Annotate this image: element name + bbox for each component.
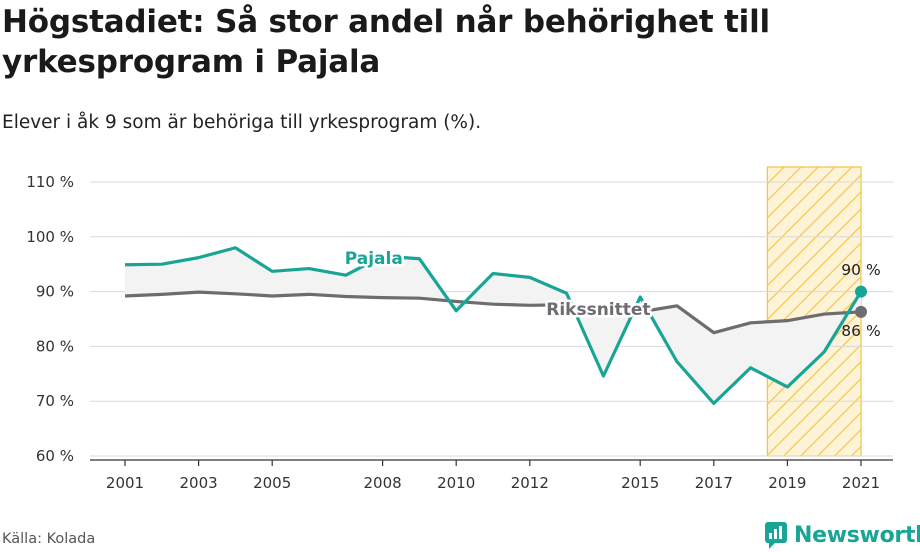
x-tick-label: 2005 [253,474,291,492]
series-endpoint-rikssnittet [855,305,867,318]
x-tick-label: 2015 [621,474,659,492]
series-label-pajala-halo: Pajala [345,249,403,269]
value-label-pajala: 90 % [841,261,880,279]
y-tick-label: 110 % [26,173,74,191]
brand-name: Newsworthy [794,522,920,548]
chart-subtitle: Elever i åk 9 som är behöriga till yrkes… [2,112,482,133]
x-tick-label: 2019 [768,474,806,492]
gap-area [125,247,861,404]
value-label-rikssnittet: 86 % [841,322,880,340]
x-tick-label: 2001 [106,474,144,492]
x-tick-label: 2021 [842,474,880,492]
x-tick-label: 2003 [180,474,218,492]
x-tick-label: 2008 [364,474,402,492]
source-note: Källa: Kolada [2,531,96,547]
y-tick-label: 100 % [26,228,74,246]
y-tick-label: 80 % [36,337,74,355]
x-tick-label: 2017 [695,474,733,492]
chart-title: Högstadiet: Så stor andel når behörighet… [2,4,770,80]
x-tick-label: 2012 [511,474,549,492]
newsworthy-logo-icon [765,522,787,549]
series-label-rikssnittet-halo: Rikssnittet [546,300,650,320]
y-tick-label: 90 % [36,283,74,301]
series-line-rikssnittet [124,290,862,335]
series-label-pajala: Pajala [345,249,403,269]
series-label-rikssnittet: Rikssnittet [546,300,650,320]
y-tick-label: 60 % [36,447,74,465]
x-tick-label: 2010 [437,474,475,492]
series-line-pajala [124,246,863,405]
series-endpoint-pajala [855,285,867,298]
y-tick-label: 70 % [36,392,74,410]
newsworthy-logo: Newsworthy [764,518,920,552]
